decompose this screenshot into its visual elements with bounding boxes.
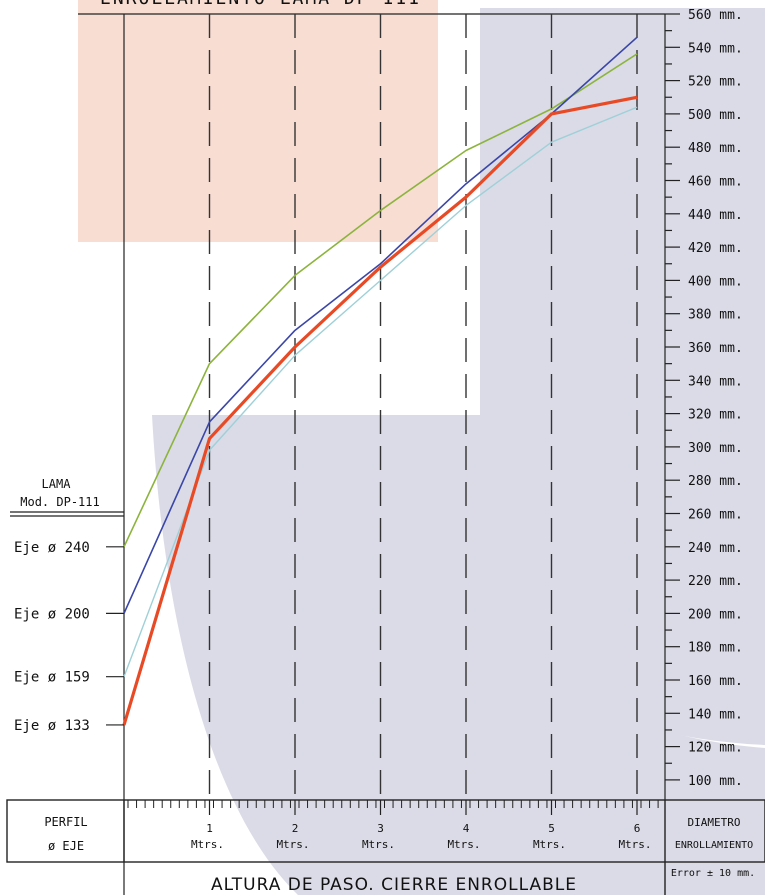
bottom-ruler xyxy=(127,800,659,808)
watermark-grey-bracket xyxy=(455,8,765,745)
left-header-eje: ø EJE xyxy=(48,839,84,853)
bottom-table xyxy=(6,799,765,895)
bottom-table-box xyxy=(6,799,765,863)
x-label-unit: Mtrs. xyxy=(362,838,395,851)
x-label-unit: Mtrs. xyxy=(533,838,566,851)
y-tick-label: 240 mm. xyxy=(688,541,743,556)
x-label-num: 3 xyxy=(377,822,384,835)
y-tick-label: 100 mm. xyxy=(688,774,743,789)
error-note: Error ± 10 mm. xyxy=(671,868,755,879)
y-tick-label: 460 mm. xyxy=(688,175,743,190)
y-tick-label: 300 mm. xyxy=(688,441,743,456)
x-label-num: 4 xyxy=(463,822,470,835)
y-tick-label: 200 mm. xyxy=(688,607,743,622)
y-axis: 560 mm. 540 mm. 520 mm. 500 mm. 480 mm. 460 m… xyxy=(665,8,743,789)
x-label-unit: Mtrs. xyxy=(618,838,651,851)
x-label-num: 2 xyxy=(292,822,299,835)
y-tick-label: 440 mm. xyxy=(688,208,743,223)
y-tick-label: 380 mm. xyxy=(688,308,743,323)
vertical-gridlines xyxy=(208,14,638,800)
x-label-unit: Mtrs. xyxy=(447,838,480,851)
eje-label-1: Eje ø 200 xyxy=(14,606,90,622)
y-tick-label: 180 mm. xyxy=(688,641,743,656)
y-tick-label: 520 mm. xyxy=(688,75,743,90)
y-tick-label: 280 mm. xyxy=(688,474,743,489)
y-tick-label: 480 mm. xyxy=(688,141,743,156)
eje-label-2: Eje ø 159 xyxy=(14,670,90,686)
right-header-enrollamiento: ENROLLAMIENTO xyxy=(675,840,753,851)
x-label-unit: Mtrs. xyxy=(276,838,309,851)
y-tick-label: 540 mm. xyxy=(688,41,743,56)
watermark-pink-block xyxy=(78,0,438,242)
y-tick-label: 320 mm. xyxy=(688,408,743,423)
x-label-unit: Mtrs. xyxy=(191,838,224,851)
y-tick-label: 340 mm. xyxy=(688,374,743,389)
y-tick-label: 560 mm. xyxy=(688,8,743,23)
x-axis-labels: 1 Mtrs. 2 Mtrs. 3 Mtrs. 4 Mtrs. 5 Mtrs. 6 Mtrs. xyxy=(191,800,652,851)
lama-title: LAMA xyxy=(42,477,72,491)
chart-frame xyxy=(10,13,666,895)
y-tick-label: 360 mm. xyxy=(688,341,743,356)
right-header-diametro: DIAMETRO xyxy=(688,816,741,829)
left-header-perfil: PERFIL xyxy=(44,815,87,829)
watermark-white-notch xyxy=(438,46,478,242)
y-tick-label: 140 mm. xyxy=(688,707,743,722)
chart-title-partial: ENROLLAMIENTO LAMA DP-111 xyxy=(100,0,421,9)
y-tick-label: 220 mm. xyxy=(688,574,743,589)
y-tick-label: 260 mm. xyxy=(688,508,743,523)
lama-model: Mod. DP-111 xyxy=(20,495,99,509)
eje-label-3: Eje ø 133 xyxy=(14,718,90,734)
watermark-shapes xyxy=(78,0,765,895)
watermark-grey-hook xyxy=(152,415,765,895)
y-tick-label: 500 mm. xyxy=(688,108,743,123)
x-label-num: 5 xyxy=(548,822,555,835)
y-tick-label: 400 mm. xyxy=(688,274,743,289)
eje-labels: Eje ø 240 Eje ø 200 Eje ø 159 Eje ø 133 xyxy=(14,540,124,734)
x-label-num: 1 xyxy=(206,822,213,835)
x-label-num: 6 xyxy=(634,822,641,835)
eje-label-0: Eje ø 240 xyxy=(14,540,90,556)
series-layer xyxy=(122,36,638,726)
y-tick-label: 120 mm. xyxy=(688,741,743,756)
y-tick-label: 160 mm. xyxy=(688,674,743,689)
y-tick-label: 420 mm. xyxy=(688,241,743,256)
x-axis-title: ALTURA DE PASO. CIERRE ENROLLABLE xyxy=(211,875,577,895)
